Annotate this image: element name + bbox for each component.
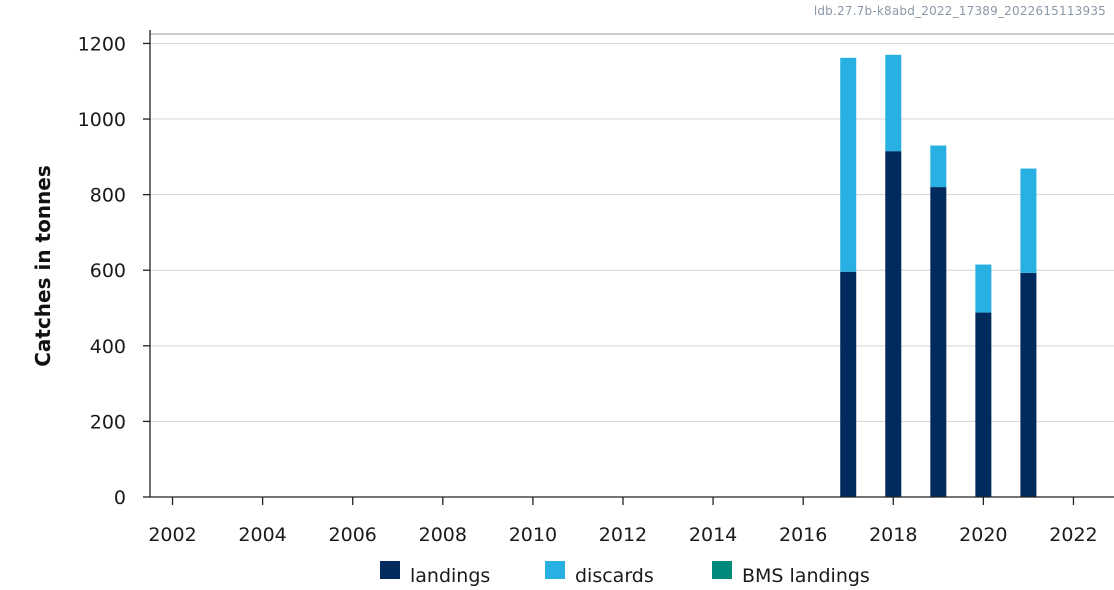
legend-swatch bbox=[380, 561, 400, 579]
x-tick-label: 2016 bbox=[779, 524, 827, 546]
y-tick-label: 400 bbox=[90, 336, 126, 358]
watermark: ldb.27.7b-k8abd_2022_17389_2022615113935 bbox=[813, 4, 1106, 18]
x-tick-label: 2012 bbox=[599, 524, 647, 546]
bar-discards bbox=[1020, 168, 1037, 273]
bar-landings bbox=[975, 312, 992, 497]
x-tick-label: 2008 bbox=[419, 524, 467, 546]
bar-discards bbox=[975, 264, 992, 313]
bar-discards bbox=[840, 57, 857, 272]
legend-label: discards bbox=[575, 565, 654, 586]
x-tick-label: 2018 bbox=[869, 524, 917, 546]
bar-landings bbox=[840, 271, 857, 497]
x-tick-label: 2002 bbox=[148, 524, 196, 546]
x-tick-label: 2010 bbox=[509, 524, 557, 546]
legend: landings discards BMS landings bbox=[380, 561, 870, 587]
x-tick-label: 2004 bbox=[238, 524, 286, 546]
y-tick-label: 800 bbox=[90, 185, 126, 207]
bars bbox=[840, 54, 1037, 497]
x-tick-label: 2022 bbox=[1049, 524, 1097, 546]
axes: 0 200 400 600 800 1000 1200 2002 2004 2006 2008 201… bbox=[31, 30, 1114, 546]
bar-landings bbox=[1020, 272, 1037, 497]
y-tick-label: 1200 bbox=[78, 33, 126, 55]
x-tick-label: 2006 bbox=[329, 524, 377, 546]
bar-landings bbox=[930, 187, 947, 497]
bar-discards bbox=[930, 145, 947, 188]
gridlines bbox=[150, 33, 1114, 422]
legend-swatch bbox=[712, 561, 732, 579]
bar-landings bbox=[885, 151, 902, 497]
y-tick-label: 1000 bbox=[78, 109, 126, 131]
bar-discards bbox=[885, 54, 902, 152]
legend-swatch bbox=[545, 561, 565, 579]
y-axis-title: Catches in tonnes bbox=[31, 165, 55, 367]
legend-label: landings bbox=[410, 565, 490, 586]
y-tick-label: 600 bbox=[90, 260, 126, 282]
x-tick-label: 2014 bbox=[689, 524, 737, 546]
legend-label: BMS landings bbox=[742, 565, 870, 586]
x-tick-label: 2020 bbox=[959, 524, 1007, 546]
y-tick-label: 200 bbox=[90, 411, 126, 433]
y-tick-label: 0 bbox=[114, 487, 126, 509]
